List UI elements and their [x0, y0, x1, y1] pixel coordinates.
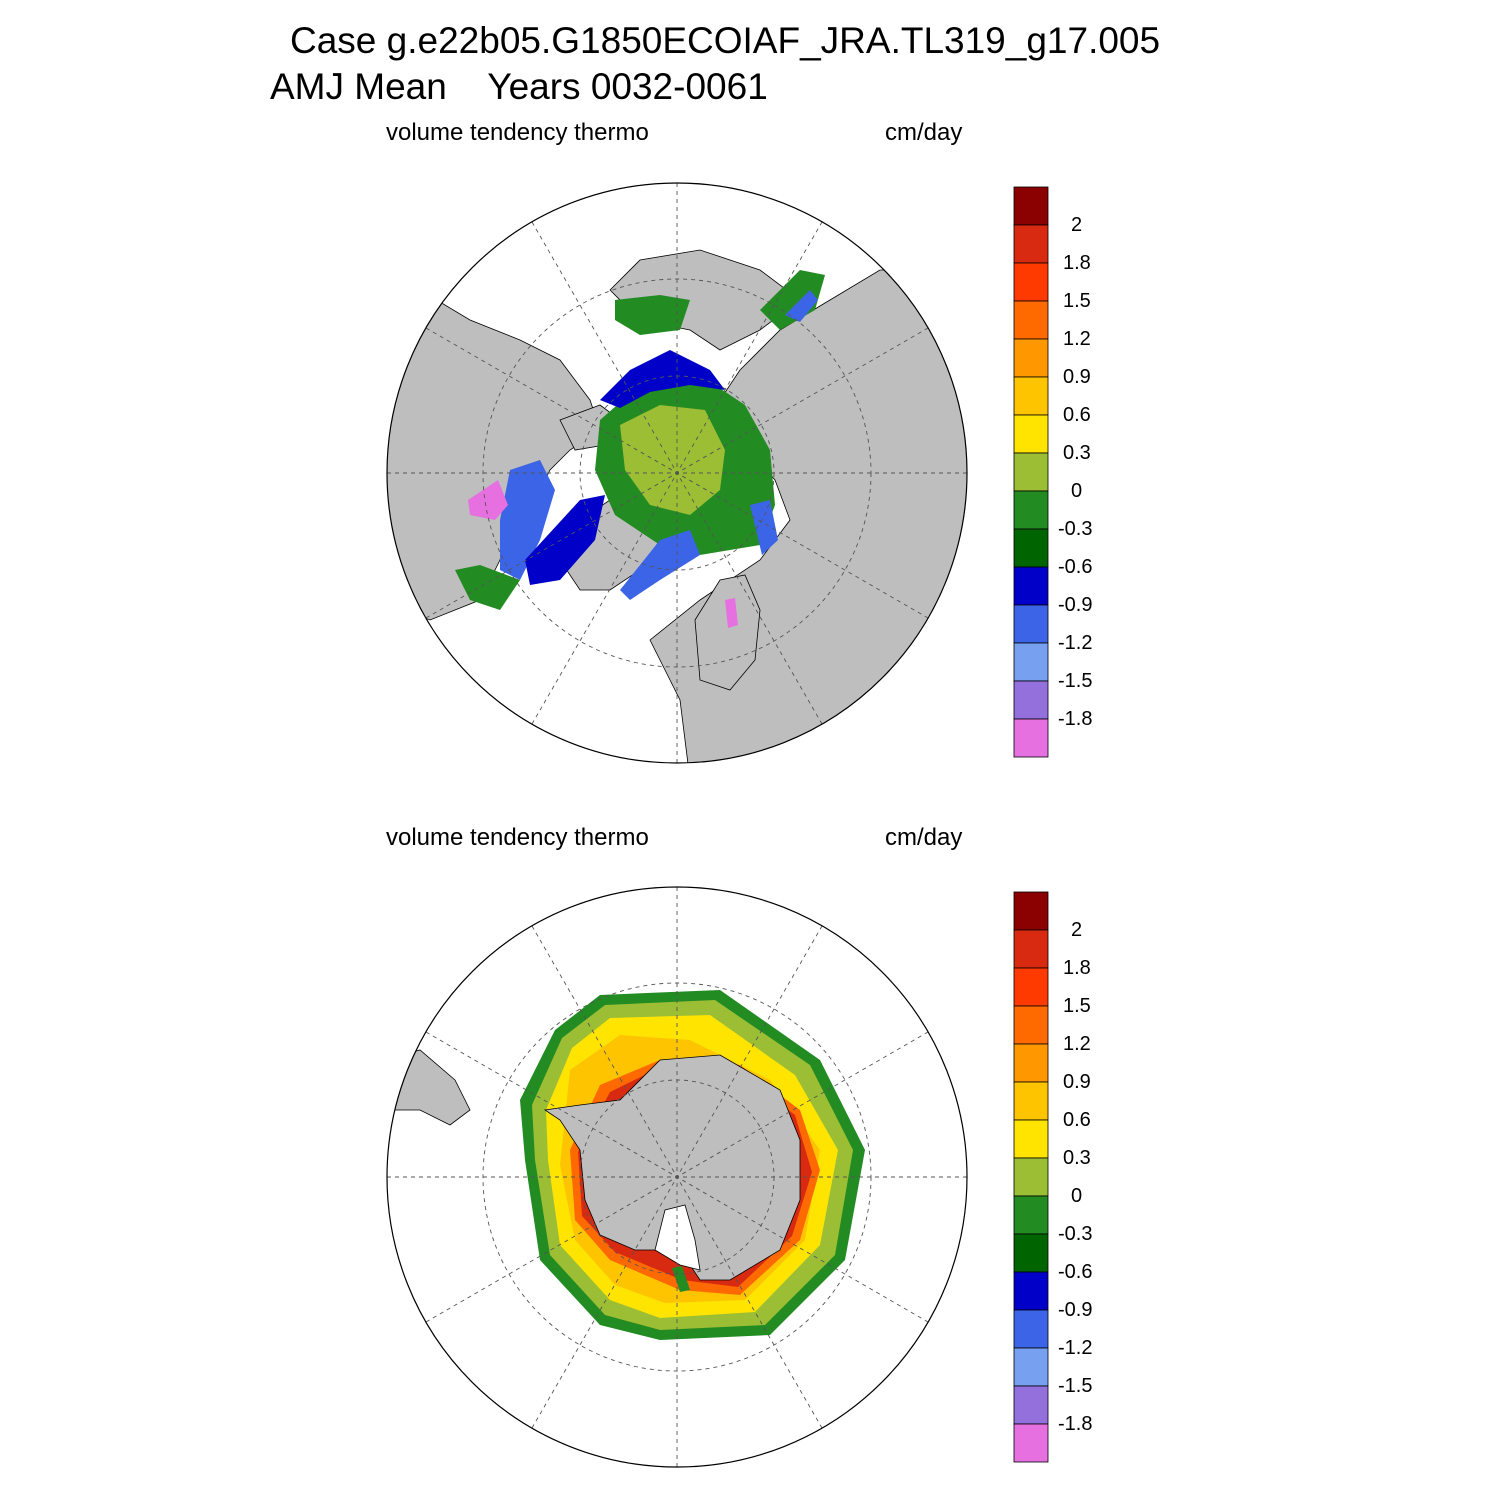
south-colorbar-box	[1013, 1043, 1049, 1083]
north-colorbar-box	[1013, 338, 1049, 378]
north-variable-label: volume tendency thermo	[386, 119, 649, 146]
south-colorbar-tick-label: 1.8	[1063, 957, 1091, 979]
north-colorbar-box	[1013, 414, 1049, 454]
south-colorbar-tick-label: -1.2	[1058, 1337, 1093, 1359]
north-field-labrador-green	[455, 565, 520, 610]
south-colorbar-tick-label: 1.5	[1063, 995, 1091, 1017]
north-colorbar-tick-label: -0.3	[1058, 518, 1093, 540]
south-colorbar-box	[1013, 1195, 1049, 1235]
north-america-land	[387, 289, 601, 621]
north-colorbar	[1013, 186, 1049, 758]
north-colorbar-box	[1013, 642, 1049, 682]
north-colorbar-box	[1013, 300, 1049, 340]
south-colorbar-box	[1013, 1157, 1049, 1197]
scandinavia-land	[694, 574, 761, 691]
north-colorbar-box	[1013, 566, 1049, 606]
south-colorbar-box	[1013, 1271, 1049, 1311]
south-colorbar-box	[1013, 891, 1049, 931]
north-field-okhotsk-blue	[785, 290, 818, 322]
south-field-ross-green	[672, 1266, 690, 1292]
north-colorbar-tick-label: 1.5	[1063, 290, 1091, 312]
south-variable-label: volume tendency thermo	[386, 824, 649, 851]
north-colorbar-box	[1013, 376, 1049, 416]
figure-title-line-2: AMJ Mean Years 0032-0061	[270, 66, 768, 107]
south-colorbar-tick-label: 0.6	[1063, 1109, 1091, 1131]
north-colorbar-box	[1013, 604, 1049, 644]
north-colorbar-tick-label: -1.8	[1058, 708, 1093, 730]
north-colorbar-tick-label: 0.6	[1063, 404, 1091, 426]
north-field-baltic-pink	[725, 598, 738, 628]
north-colorbar-box	[1013, 262, 1049, 302]
north-colorbar-tick-label: 0.9	[1063, 366, 1091, 388]
south-colorbar-tick-label: -0.6	[1058, 1261, 1093, 1283]
north-field-hudson-blue	[500, 460, 555, 580]
north-field-bering-green	[615, 295, 690, 335]
north-colorbar-box	[1013, 186, 1049, 226]
south-colorbar-box	[1013, 1309, 1049, 1349]
south-colorbar-tick-label: 1.2	[1063, 1033, 1091, 1055]
north-colorbar-box	[1013, 680, 1049, 720]
south-colorbar-box	[1013, 1233, 1049, 1273]
north-colorbar-box	[1013, 490, 1049, 530]
south-polar-map	[386, 886, 968, 1468]
north-colorbar-tick-label: -1.5	[1058, 670, 1093, 692]
north-colorbar-tick-label: -0.9	[1058, 594, 1093, 616]
north-field-central-yellowgreen	[620, 405, 725, 515]
north-field-hudson-pink	[468, 480, 508, 520]
south-colorbar-box	[1013, 1005, 1049, 1045]
north-colorbar-tick-label: -0.6	[1058, 556, 1093, 578]
north-colorbar-box	[1013, 718, 1049, 758]
north-colorbar-tick-label: 1.2	[1063, 328, 1091, 350]
north-colorbar-box	[1013, 528, 1049, 568]
south-colorbar-tick-label: 2	[1071, 919, 1083, 941]
south-colorbar-box	[1013, 1347, 1049, 1387]
north-units-label: cm/day	[885, 119, 963, 146]
south-colorbar-box	[1013, 929, 1049, 969]
north-field-barents-blue	[750, 500, 778, 555]
north-field-okhotsk-green	[760, 270, 825, 330]
south-colorbar-box	[1013, 967, 1049, 1007]
north-colorbar-tick-label: 0	[1071, 480, 1083, 502]
north-polar-map	[386, 182, 968, 764]
north-colorbar-tick-label: 2	[1071, 214, 1083, 236]
north-colorbar-box	[1013, 224, 1049, 264]
ross-ice-shelf	[654, 1204, 701, 1271]
south-units-label: cm/day	[885, 824, 963, 851]
north-field-siberian-blue	[600, 350, 725, 408]
north-field-greenland-east-blue	[620, 530, 700, 600]
south-colorbar-tick-label: -1.8	[1058, 1413, 1093, 1435]
north-colorbar-tick-label: -1.2	[1058, 632, 1093, 654]
south-colorbar-tick-label: -1.5	[1058, 1375, 1093, 1397]
figure-title-line-1: Case g.e22b05.G1850ECOIAF_JRA.TL319_g17.…	[290, 20, 1161, 61]
south-colorbar-box	[1013, 1423, 1049, 1463]
south-colorbar-tick-label: -0.3	[1058, 1223, 1093, 1245]
south-colorbar-box	[1013, 1385, 1049, 1425]
north-field-baffin-blue	[525, 495, 605, 585]
south-colorbar-tick-label: -0.9	[1058, 1299, 1093, 1321]
south-graticule	[387, 887, 967, 1467]
south-colorbar-tick-label: 0	[1071, 1185, 1083, 1207]
north-colorbar-tick-label: 1.8	[1063, 252, 1091, 274]
north-colorbar-tick-label: 0.3	[1063, 442, 1091, 464]
south-colorbar-tick-label: 0.9	[1063, 1071, 1091, 1093]
north-colorbar-box	[1013, 452, 1049, 492]
south-colorbar-tick-label: 0.3	[1063, 1147, 1091, 1169]
south-colorbar-box	[1013, 1081, 1049, 1121]
north-graticule	[387, 183, 967, 763]
south-colorbar	[1013, 891, 1049, 1463]
south-colorbar-box	[1013, 1119, 1049, 1159]
